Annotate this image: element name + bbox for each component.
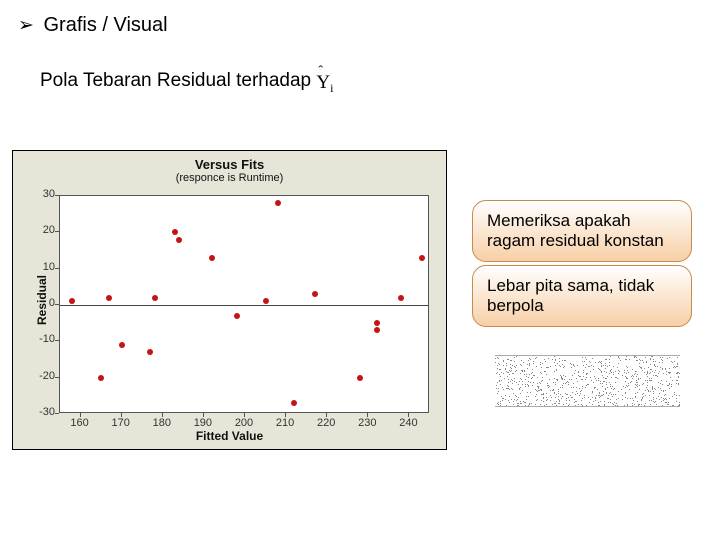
y-tick-mark <box>55 195 59 196</box>
y-tick-mark <box>55 268 59 269</box>
data-point <box>263 298 269 304</box>
callout-2: Lebar pita sama, tidak berpola <box>472 265 692 327</box>
data-point <box>419 255 425 261</box>
callout-1: Memeriksa apakah ragam residual konstan <box>472 200 692 262</box>
y-tick-label: 20 <box>33 224 55 236</box>
plot-area <box>59 195 429 413</box>
x-tick-mark <box>121 413 122 417</box>
subtitle: Pola Tebaran Residual terhadap ˆYi <box>40 70 333 92</box>
x-tick-mark <box>80 413 81 417</box>
x-tick-label: 180 <box>150 417 174 429</box>
y-tick-label: -10 <box>33 333 55 345</box>
y-tick-mark <box>55 377 59 378</box>
x-tick-label: 160 <box>68 417 92 429</box>
x-tick-mark <box>244 413 245 417</box>
y-tick-label: 10 <box>33 261 55 273</box>
data-point <box>176 237 182 243</box>
data-point <box>291 400 297 406</box>
x-tick-mark <box>285 413 286 417</box>
y-tick-mark <box>55 413 59 414</box>
data-point <box>357 375 363 381</box>
bullet-arrow: ➢ <box>18 15 34 36</box>
x-tick-mark <box>408 413 409 417</box>
data-point <box>119 342 125 348</box>
yhat-symbol: ˆYi <box>316 72 333 93</box>
data-point <box>172 229 178 235</box>
data-point <box>147 349 153 355</box>
x-tick-mark <box>203 413 204 417</box>
section-header: ➢ Grafis / Visual <box>18 14 168 37</box>
zero-line <box>60 305 428 306</box>
residual-chart: Versus Fits (responce is Runtime) Residu… <box>12 150 447 450</box>
data-point <box>234 313 240 319</box>
header-text: Grafis / Visual <box>43 14 167 36</box>
x-tick-label: 190 <box>191 417 215 429</box>
y-tick-label: -20 <box>33 370 55 382</box>
x-tick-label: 240 <box>396 417 420 429</box>
chart-subtitle: (responce is Runtime) <box>13 172 446 184</box>
y-tick-label: 30 <box>33 188 55 200</box>
noise-band-illustration <box>495 355 680 407</box>
y-tick-label: -30 <box>33 406 55 418</box>
x-axis-label: Fitted Value <box>13 429 446 443</box>
x-tick-label: 220 <box>314 417 338 429</box>
x-tick-label: 170 <box>109 417 133 429</box>
data-point <box>106 295 112 301</box>
y-tick-label: 0 <box>33 297 55 309</box>
y-tick-mark <box>55 340 59 341</box>
x-tick-label: 230 <box>355 417 379 429</box>
x-tick-mark <box>326 413 327 417</box>
x-tick-mark <box>162 413 163 417</box>
x-tick-label: 200 <box>232 417 256 429</box>
data-point <box>152 295 158 301</box>
data-point <box>209 255 215 261</box>
y-tick-mark <box>55 231 59 232</box>
subtitle-text: Pola Tebaran Residual terhadap <box>40 70 311 91</box>
data-point <box>275 200 281 206</box>
y-tick-mark <box>55 304 59 305</box>
data-point <box>374 320 380 326</box>
data-point <box>374 327 380 333</box>
data-point <box>98 375 104 381</box>
data-point <box>69 298 75 304</box>
data-point <box>398 295 404 301</box>
data-point <box>312 291 318 297</box>
x-tick-label: 210 <box>273 417 297 429</box>
x-tick-mark <box>367 413 368 417</box>
chart-title: Versus Fits <box>13 157 446 172</box>
